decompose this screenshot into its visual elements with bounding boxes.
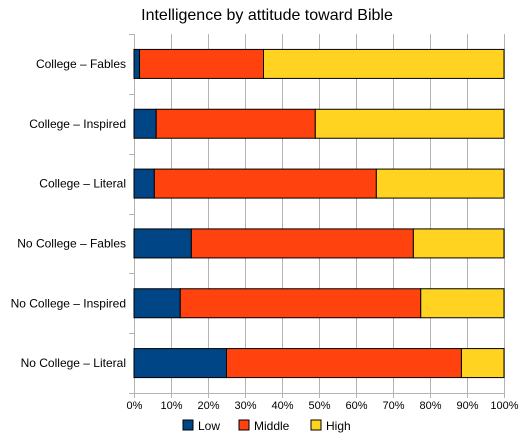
legend-label-middle: Middle xyxy=(254,419,290,433)
x-tick-label: 60% xyxy=(345,400,367,412)
bar-high-2 xyxy=(375,168,505,199)
bar-high-5 xyxy=(460,348,505,379)
bar-high-3 xyxy=(412,228,505,259)
bar-middle-5 xyxy=(226,348,462,379)
bar-low-0 xyxy=(133,48,141,79)
bar-low-2 xyxy=(133,168,155,199)
bar-layer xyxy=(133,48,505,379)
category-label: College – Fables xyxy=(36,57,126,71)
x-tick-label: 0% xyxy=(127,400,143,412)
x-tick-label: 20% xyxy=(197,400,219,412)
bar-high-0 xyxy=(263,48,505,79)
category-labels: College – Fables College – Inspired Colleg… xyxy=(11,57,126,370)
bar-high-1 xyxy=(314,108,505,139)
bar-middle-2 xyxy=(153,168,377,199)
bar-middle-1 xyxy=(155,108,316,139)
grid-layer xyxy=(129,34,505,398)
legend-swatch-high xyxy=(310,419,322,431)
bar-high-4 xyxy=(420,288,505,319)
category-label: No College – Fables xyxy=(17,236,126,250)
x-tick-label: 50% xyxy=(308,400,330,412)
category-label: College – Inspired xyxy=(29,117,126,131)
legend-label-high: High xyxy=(326,419,351,433)
x-tick-label: 30% xyxy=(234,400,256,412)
category-label: No College – Inspired xyxy=(11,296,126,310)
category-label: No College – Literal xyxy=(21,356,126,370)
x-tick-label: 80% xyxy=(419,400,441,412)
legend-label-low: Low xyxy=(198,419,220,433)
x-tick-label: 10% xyxy=(160,400,182,412)
bar-middle-4 xyxy=(179,288,422,319)
x-tick-labels: 0% 10% 20% 30% 40% 50% 60% 70% 80% 90% 100% xyxy=(127,400,519,412)
x-tick-label: 100% xyxy=(490,400,518,412)
legend-swatch-low xyxy=(182,419,194,431)
x-tick-label: 40% xyxy=(271,400,293,412)
bar-middle-0 xyxy=(139,48,264,79)
chart-title: Intelligence by attitude toward Bible xyxy=(141,7,393,24)
category-label: College – Literal xyxy=(39,177,126,191)
x-tick-label: 70% xyxy=(382,400,404,412)
legend-swatch-middle xyxy=(238,419,250,431)
bar-low-5 xyxy=(133,348,227,379)
bar-low-1 xyxy=(133,108,157,139)
bar-low-4 xyxy=(133,288,181,319)
bar-middle-3 xyxy=(190,228,414,259)
bar-low-3 xyxy=(133,228,192,259)
legend: Low Middle High xyxy=(182,419,351,433)
x-tick-label: 90% xyxy=(456,400,478,412)
